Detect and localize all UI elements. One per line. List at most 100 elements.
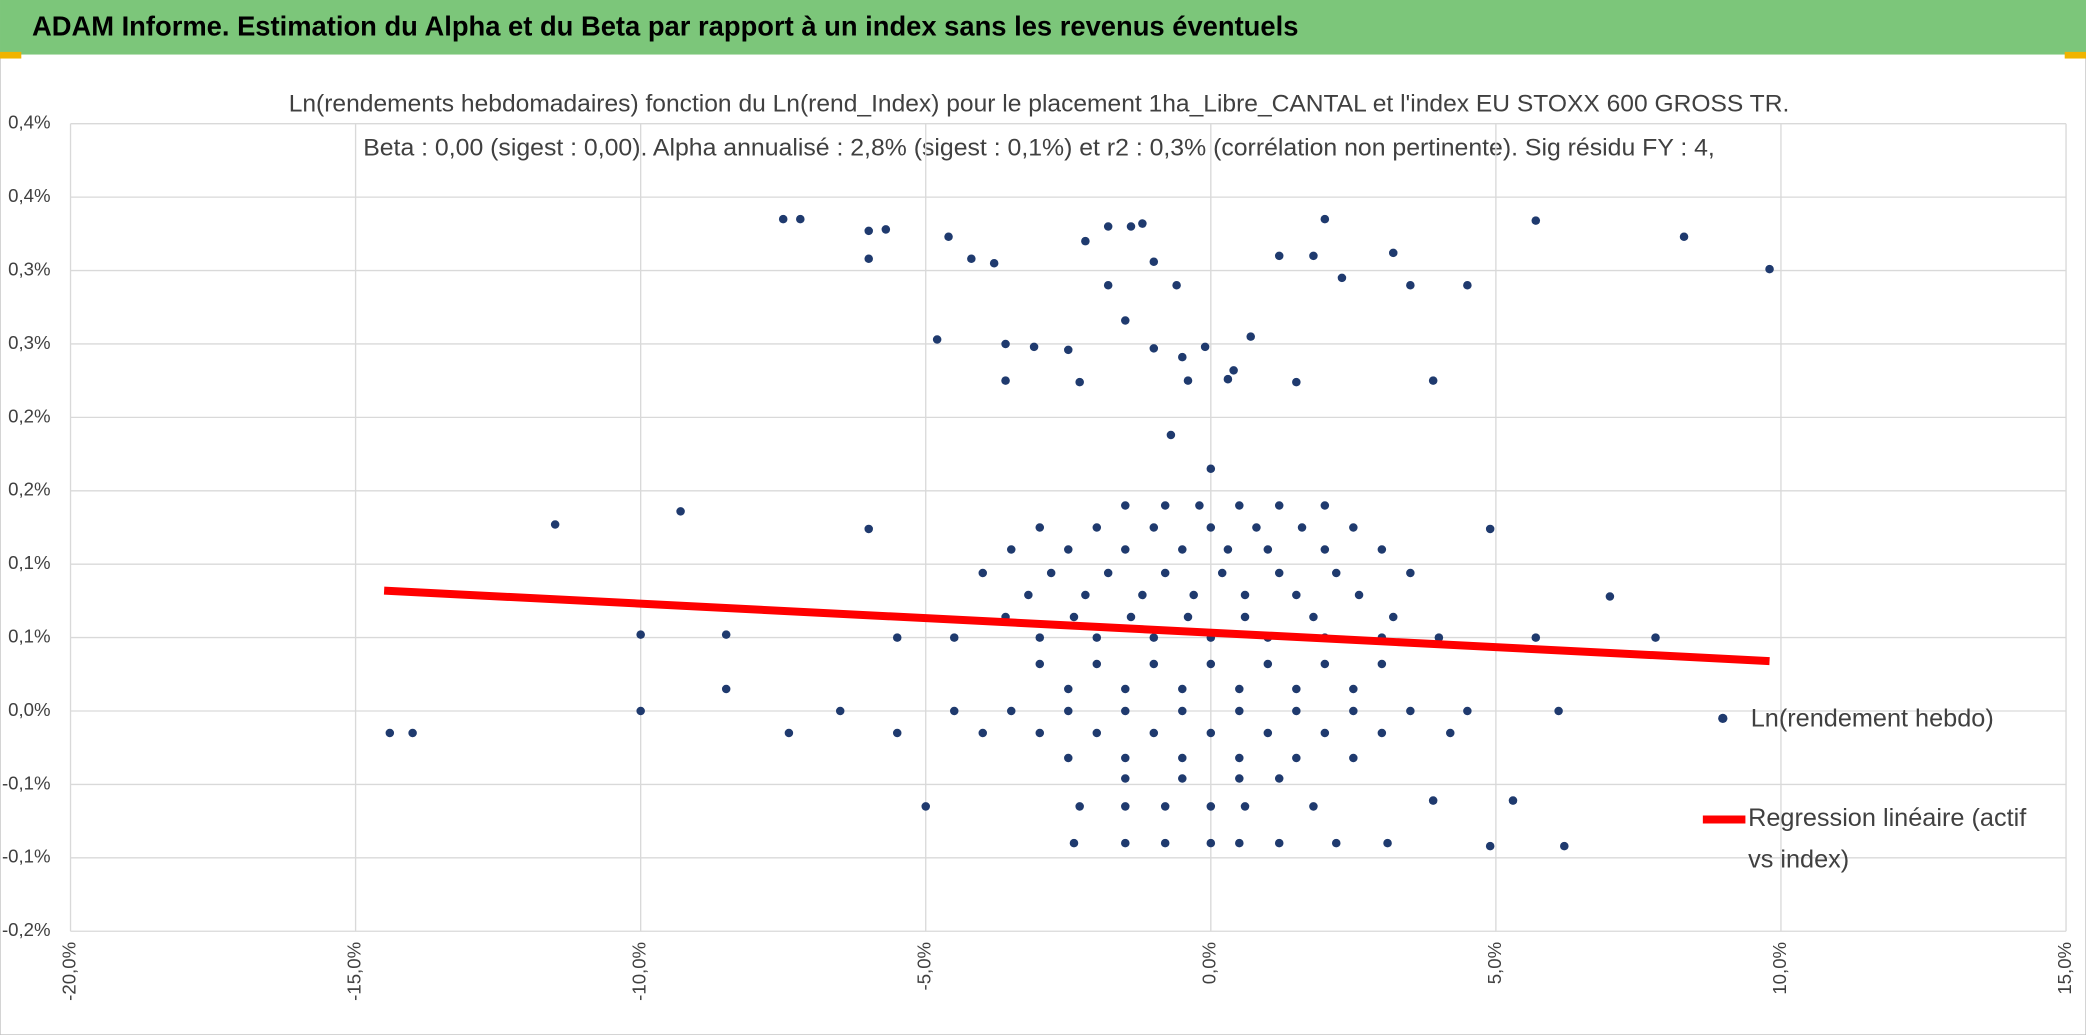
point [1195,501,1204,510]
point [1206,838,1216,848]
point [1081,236,1090,246]
point [1206,802,1216,811]
legend-label-box: Regression linéaire (actif vs index) [1748,805,2026,874]
point [1183,612,1193,622]
point [1349,684,1358,694]
point [1103,280,1113,290]
point [1149,659,1159,669]
point [1292,753,1301,763]
point [1406,568,1415,578]
point [1121,706,1130,716]
point [1297,523,1307,532]
x-tick-label: 5,0% [1484,942,1505,984]
point [1069,612,1079,622]
point [1035,659,1045,669]
point [1252,523,1261,532]
point [1206,464,1216,474]
point [1389,612,1398,622]
point [1138,219,1147,228]
point [1320,501,1330,510]
corner-marker [0,51,22,59]
point [1046,568,1056,578]
point [1246,332,1255,341]
legend-label: Ln(rendement hebdo) [1751,704,1994,732]
point [1274,568,1284,578]
point [1178,774,1187,783]
point [1035,633,1045,642]
point [932,335,942,344]
point [1235,501,1244,510]
x-tick-label: -20,0% [58,942,79,1001]
point [1189,590,1198,600]
point [1149,728,1159,738]
point [1206,523,1216,532]
point [1320,659,1330,669]
point [1434,633,1444,642]
point [1001,339,1010,349]
y-tick-label: 0,4% [8,185,50,206]
point [1292,377,1301,387]
y-tick-label: -0,1% [2,772,51,793]
point [1554,706,1563,716]
point [784,728,794,738]
point [1765,264,1774,274]
point [1274,251,1284,261]
point [1485,524,1495,534]
point [1263,659,1273,669]
point [1377,659,1387,669]
point [1263,545,1273,554]
point [1292,590,1301,600]
point [864,254,873,264]
point [949,706,959,716]
point [1178,706,1187,716]
point [796,214,805,224]
point [1377,545,1387,554]
point [1178,545,1187,554]
point [1235,774,1244,783]
point [1121,316,1130,325]
point [1064,545,1073,554]
point [1024,590,1033,600]
point [636,630,645,639]
point [1235,684,1244,694]
point [1183,376,1193,385]
point [1406,706,1415,716]
point [1229,366,1238,375]
point [1389,248,1398,258]
point [1092,633,1102,642]
point [1320,728,1330,738]
point [1274,501,1284,510]
y-tick-label: -0,1% [2,846,51,867]
header-bar [0,0,2086,55]
point [1007,706,1016,716]
point [1349,706,1358,716]
y-tick-label: 0,1% [8,626,50,647]
point [1160,568,1170,578]
point [1103,568,1113,578]
y-tick-label: -0,2% [2,919,51,940]
point [1406,280,1415,290]
point [1560,841,1569,851]
point [1121,753,1130,763]
y-tick-label: 0,3% [8,332,50,353]
point [1240,802,1250,811]
point [892,633,902,642]
point [1064,706,1073,716]
point [1235,706,1244,716]
point [1651,633,1660,642]
point [1121,838,1130,848]
point [1428,376,1438,385]
point [864,226,873,236]
point [1149,344,1159,353]
point [1064,345,1073,355]
point [1035,728,1045,738]
point [1292,684,1301,694]
point [881,225,891,234]
point [1121,684,1130,694]
point [1075,802,1084,811]
point [1160,802,1170,811]
point [1331,568,1341,578]
point [1092,728,1102,738]
point [1092,523,1102,532]
point [1485,841,1495,851]
